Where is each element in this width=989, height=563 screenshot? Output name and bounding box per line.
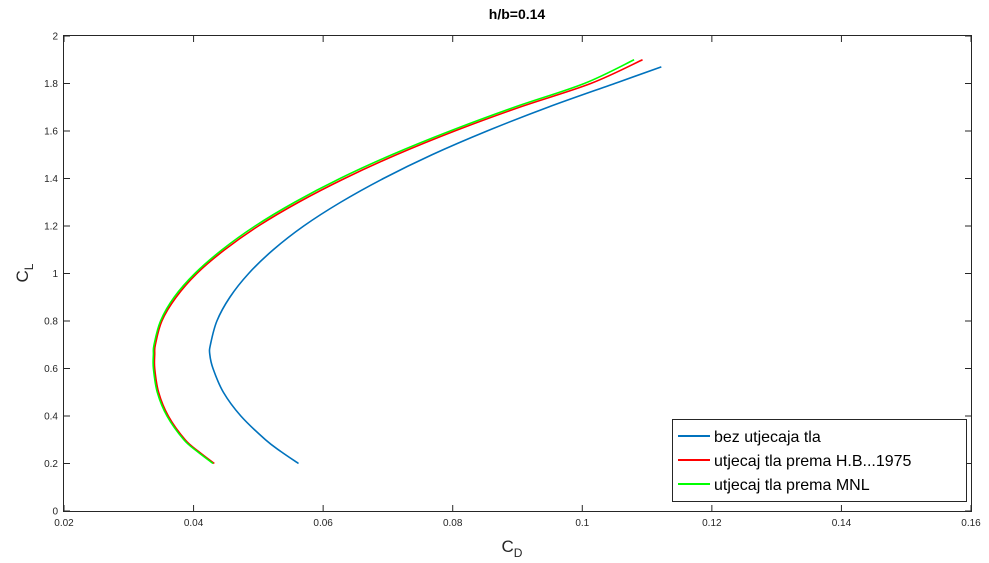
x-axis-title-sub: D: [514, 546, 523, 560]
x-tick-label: 0.1: [575, 518, 589, 529]
y-tick-label: 1.6: [44, 127, 58, 138]
legend-label-1: bez utjecaja tla: [714, 429, 821, 446]
y-tick-label: 2: [52, 32, 58, 43]
x-tick-label: 0.02: [54, 518, 74, 529]
series-line-1: [208, 66, 662, 465]
x-tick-label: 0.16: [961, 518, 981, 529]
y-tick-label: 0.8: [44, 317, 58, 328]
x-tick-label: 0.06: [313, 518, 333, 529]
x-tick-label: 0.12: [702, 518, 722, 529]
y-tick-label: 1.4: [44, 174, 58, 185]
y-tick-label: 0.4: [44, 412, 58, 423]
legend-label-3: utjecaj tla prema MNL: [714, 477, 870, 494]
x-axis-title-main: C: [502, 537, 514, 556]
y-axis: 0 0.2 0.4 0.6 0.8 1 1.2 1.4 1.6 1.8 2: [44, 32, 971, 518]
legend: bez utjecaja tla utjecaj tla prema H.B...…: [672, 419, 967, 502]
x-axis-title: CD: [502, 537, 523, 560]
x-axis: 0.02 0.04 0.06 0.08 0.1 0.12 0.14 0.16: [54, 36, 981, 529]
series-line-2: [153, 59, 643, 465]
legend-box: [672, 419, 967, 502]
y-tick-label: 0.2: [44, 459, 58, 470]
y-axis-title-sub: L: [22, 263, 36, 270]
x-tick-label: 0.14: [832, 518, 852, 529]
y-tick-label: 1.8: [44, 79, 58, 90]
y-tick-label: 1.2: [44, 222, 58, 233]
y-tick-label: 1: [52, 269, 58, 280]
y-tick-label: 0: [52, 507, 58, 518]
x-tick-label: 0.08: [443, 518, 463, 529]
chart-title: h/b=0.14: [489, 6, 546, 22]
y-axis-title-main: C: [13, 270, 32, 282]
legend-label-2: utjecaj tla prema H.B...1975: [714, 453, 912, 470]
series-layer: [152, 59, 662, 465]
y-axis-title: CL: [13, 263, 36, 282]
series-line-3: [152, 59, 635, 465]
y-tick-label: 0.6: [44, 364, 58, 375]
x-tick-label: 0.04: [184, 518, 204, 529]
